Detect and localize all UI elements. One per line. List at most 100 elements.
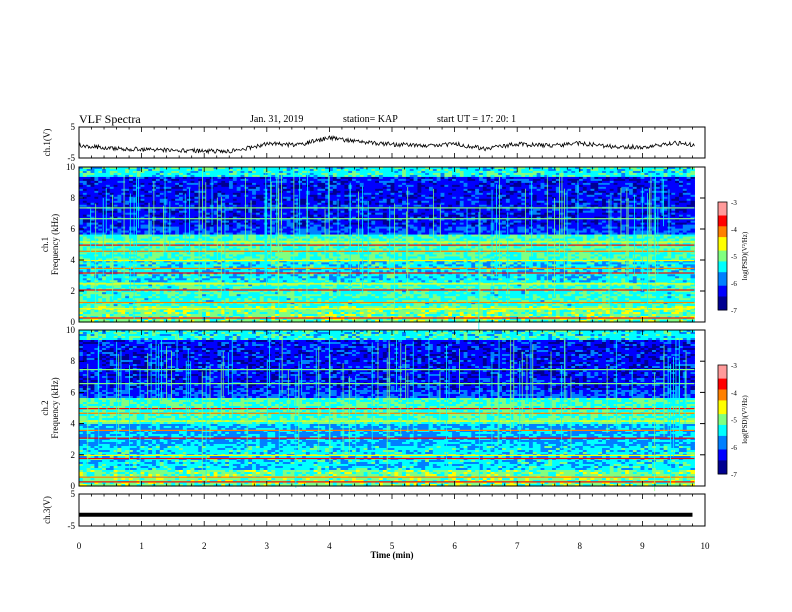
spectrogram-cell — [555, 184, 561, 188]
spectrogram-cell — [648, 170, 653, 174]
spectrogram-cell — [221, 194, 226, 198]
spectrogram-cell — [298, 174, 303, 178]
spectrogram-cell — [609, 176, 615, 180]
spectrogram-cell — [621, 188, 626, 192]
spectrogram-cell — [132, 170, 138, 174]
spectrogram-cell — [317, 188, 322, 192]
spectrogram-cell — [436, 196, 442, 200]
spectrogram-cell — [236, 184, 242, 188]
spectrogram-cell — [294, 172, 299, 176]
spectrogram-cell — [378, 170, 384, 174]
spectrogram-cell — [171, 168, 176, 172]
spectrogram-cell — [248, 186, 253, 190]
spectrogram-cell — [575, 184, 580, 188]
spectrogram-cell — [525, 194, 530, 198]
spectrogram-cell — [536, 180, 542, 184]
spectrogram-cell — [163, 182, 169, 186]
spectrogram-cell — [113, 182, 119, 186]
spectrogram-cell — [198, 167, 203, 170]
spectrogram-cell — [344, 168, 349, 172]
spectrogram-cell — [225, 184, 230, 188]
spectrogram-cell — [617, 168, 622, 172]
spectrogram-cell — [490, 170, 495, 174]
spectrogram-cell — [552, 182, 557, 186]
spectrogram-cell — [636, 167, 642, 170]
spectrogram-cell — [598, 176, 603, 180]
spectrogram-cell — [328, 186, 334, 190]
spectrogram-cell — [417, 174, 422, 178]
spectrogram-cell — [209, 168, 215, 172]
spectrogram-cell — [236, 167, 242, 170]
spectrogram-cell — [382, 182, 388, 186]
spectrogram-cell — [582, 176, 588, 180]
spectrogram-cell — [452, 194, 457, 198]
spectrogram-cell — [344, 172, 349, 176]
spectrogram-cell — [117, 184, 122, 188]
spectrogram-cell — [448, 176, 453, 180]
spectrogram-cell — [140, 180, 145, 184]
spectrogram-cell — [440, 194, 445, 198]
spectrogram-cell — [636, 168, 642, 172]
spectrogram-cell — [644, 182, 649, 186]
spectrogram-cell — [521, 194, 526, 198]
spectrogram-cell — [267, 188, 272, 192]
spectrogram-cell — [528, 172, 534, 176]
spectrogram-cell — [582, 178, 588, 182]
spectrogram-cell — [167, 172, 172, 176]
spectrogram-cell — [352, 196, 357, 200]
spectrogram-cell — [428, 186, 434, 190]
spectrogram-cell — [671, 186, 676, 190]
spectrogram-cell — [448, 168, 453, 172]
spectrogram-cell — [394, 190, 399, 194]
spectrogram-cell — [371, 167, 376, 170]
spectrogram-cell — [305, 168, 311, 172]
spectrogram-cell — [421, 168, 426, 172]
spectrogram-cell — [86, 167, 92, 170]
spectrogram-cell — [275, 182, 280, 186]
spectrogram-cell — [590, 170, 595, 174]
spectrogram-cell — [486, 176, 492, 180]
spectrogram-cell — [302, 168, 307, 172]
spectrogram-cell — [98, 182, 103, 186]
spectrogram-cell — [463, 190, 469, 194]
spectrogram-cell — [205, 170, 211, 174]
spectrogram-cell — [586, 178, 592, 182]
spectrogram-cell — [517, 174, 522, 178]
spectrogram-cell — [186, 176, 192, 180]
spectrogram-cell — [459, 172, 465, 176]
spectrogram-cell — [259, 172, 265, 176]
spectrogram-cell — [190, 168, 195, 172]
spectrogram-cell — [402, 170, 407, 174]
spectrogram-cell — [198, 186, 203, 190]
spectrogram-cell — [644, 192, 649, 196]
spectrogram-cell — [513, 182, 519, 186]
spectrogram-cell — [682, 180, 688, 184]
spectrogram-cell — [86, 196, 92, 200]
spectrogram-cell — [563, 170, 569, 174]
spectrogram-cell — [248, 192, 253, 196]
spectrogram-cell — [98, 196, 103, 200]
spectrogram-cell — [605, 167, 611, 170]
spectrogram-cell — [652, 170, 657, 174]
spectrogram-cell — [475, 184, 480, 188]
spectrogram-cell — [598, 180, 603, 184]
spectrogram-cell — [136, 174, 142, 178]
spectrogram-cell — [232, 190, 238, 194]
spectrogram-cell — [228, 186, 234, 190]
spectrogram-cell — [305, 180, 311, 184]
spectrogram-cell — [194, 194, 199, 198]
spectrogram-cell — [536, 182, 542, 186]
spectrogram-cell — [140, 172, 145, 176]
spectrogram-cell — [82, 194, 88, 198]
spectrogram-cell — [552, 184, 557, 188]
spectrogram-cell — [467, 170, 472, 174]
spectrogram-cell — [102, 194, 107, 198]
spectrogram-cell — [171, 184, 176, 188]
spectrogram-cell — [671, 180, 676, 184]
spectrogram-cell — [236, 170, 242, 174]
spectrogram-cell — [513, 174, 519, 178]
spectrogram-cell — [267, 168, 272, 172]
spectrogram-cell — [286, 176, 292, 180]
spectrogram-cell — [313, 174, 319, 178]
spectrogram-cell — [478, 182, 484, 186]
